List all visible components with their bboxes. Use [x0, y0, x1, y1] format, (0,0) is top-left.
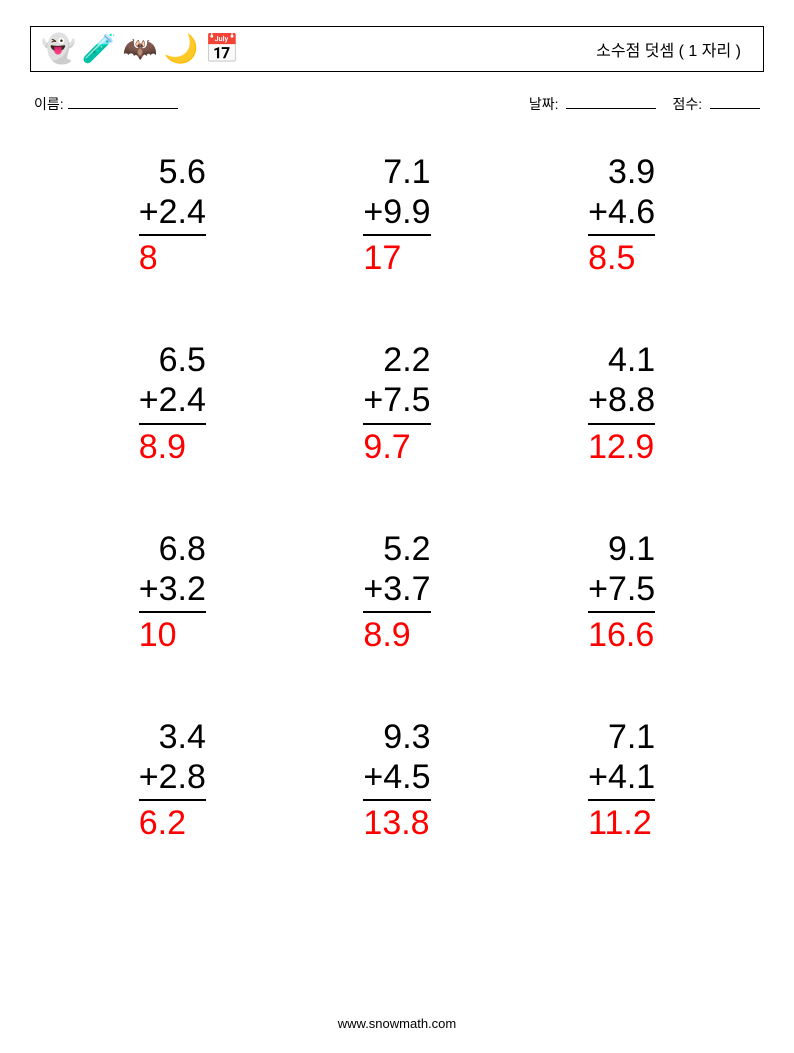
operand-top: 5.6 — [139, 152, 206, 192]
calendar-icon: 📅 — [205, 35, 240, 63]
operand-bottom: +4.5 — [363, 757, 430, 801]
problem: 6.5 +2.4 8.9 — [70, 340, 275, 466]
answer: 9.7 — [363, 427, 430, 467]
header-box: 👻 🧪 🦇 🌙 📅 소수점 덧셈 ( 1 자리 ) — [30, 26, 764, 72]
name-blank — [68, 95, 178, 109]
meta-row: 이름: 날짜: 점수: — [30, 94, 764, 114]
answer: 8.9 — [363, 615, 430, 655]
operand-bottom: +3.7 — [363, 569, 430, 613]
moon-icon: 🌙 — [164, 35, 199, 63]
operand-top: 4.1 — [588, 340, 655, 380]
operand-bottom: +2.4 — [139, 380, 206, 424]
operand-top: 9.3 — [363, 717, 430, 757]
problem: 9.3 +4.5 13.8 — [295, 717, 500, 843]
problem: 7.1 +9.9 17 — [295, 152, 500, 278]
score-blank — [710, 95, 760, 109]
answer: 8 — [139, 238, 206, 278]
problem: 6.8 +3.2 10 — [70, 529, 275, 655]
operand-bottom: +9.9 — [363, 192, 430, 236]
header-icons: 👻 🧪 🦇 🌙 📅 — [41, 35, 239, 63]
operand-top: 5.2 — [363, 529, 430, 569]
problem: 5.2 +3.7 8.9 — [295, 529, 500, 655]
operand-top: 6.5 — [139, 340, 206, 380]
problem: 7.1 +4.1 11.2 — [519, 717, 724, 843]
bat-icon: 🦇 — [123, 35, 158, 63]
operand-bottom: +7.5 — [363, 380, 430, 424]
problem: 3.4 +2.8 6.2 — [70, 717, 275, 843]
operand-top: 7.1 — [363, 152, 430, 192]
ghost-icon: 👻 — [41, 35, 76, 63]
operand-bottom: +4.1 — [588, 757, 655, 801]
answer: 6.2 — [139, 803, 206, 843]
operand-bottom: +2.4 — [139, 192, 206, 236]
operand-top: 2.2 — [363, 340, 430, 380]
answer: 17 — [363, 238, 430, 278]
operand-top: 3.9 — [588, 152, 655, 192]
score-label: 점수: — [672, 96, 702, 112]
meta-score: 점수: — [672, 94, 760, 114]
name-label: 이름: — [34, 94, 64, 114]
answer: 16.6 — [588, 615, 655, 655]
operand-top: 3.4 — [139, 717, 206, 757]
operand-top: 6.8 — [139, 529, 206, 569]
date-blank — [566, 95, 656, 109]
problem: 9.1 +7.5 16.6 — [519, 529, 724, 655]
answer: 8.5 — [588, 238, 655, 278]
date-label: 날짜: — [529, 96, 559, 112]
operand-bottom: +4.6 — [588, 192, 655, 236]
problem: 4.1 +8.8 12.9 — [519, 340, 724, 466]
potion-icon: 🧪 — [82, 35, 117, 63]
problems-grid: 5.6 +2.4 8 7.1 +9.9 17 3.9 +4.6 8.5 6.5 … — [30, 152, 764, 843]
operand-top: 9.1 — [588, 529, 655, 569]
operand-bottom: +2.8 — [139, 757, 206, 801]
answer: 13.8 — [363, 803, 430, 843]
answer: 8.9 — [139, 427, 206, 467]
answer: 12.9 — [588, 427, 655, 467]
operand-top: 7.1 — [588, 717, 655, 757]
meta-name: 이름: — [34, 94, 178, 114]
worksheet-page: 👻 🧪 🦇 🌙 📅 소수점 덧셈 ( 1 자리 ) 이름: 날짜: 점수: 5.… — [0, 0, 794, 843]
operand-bottom: +8.8 — [588, 380, 655, 424]
problem: 5.6 +2.4 8 — [70, 152, 275, 278]
problem: 2.2 +7.5 9.7 — [295, 340, 500, 466]
answer: 10 — [139, 615, 206, 655]
operand-bottom: +3.2 — [139, 569, 206, 613]
problem: 3.9 +4.6 8.5 — [519, 152, 724, 278]
answer: 11.2 — [588, 803, 655, 843]
worksheet-title: 소수점 덧셈 ( 1 자리 ) — [596, 37, 741, 61]
meta-date: 날짜: — [529, 94, 657, 114]
operand-bottom: +7.5 — [588, 569, 655, 613]
footer-url: www.snowmath.com — [0, 1016, 794, 1031]
